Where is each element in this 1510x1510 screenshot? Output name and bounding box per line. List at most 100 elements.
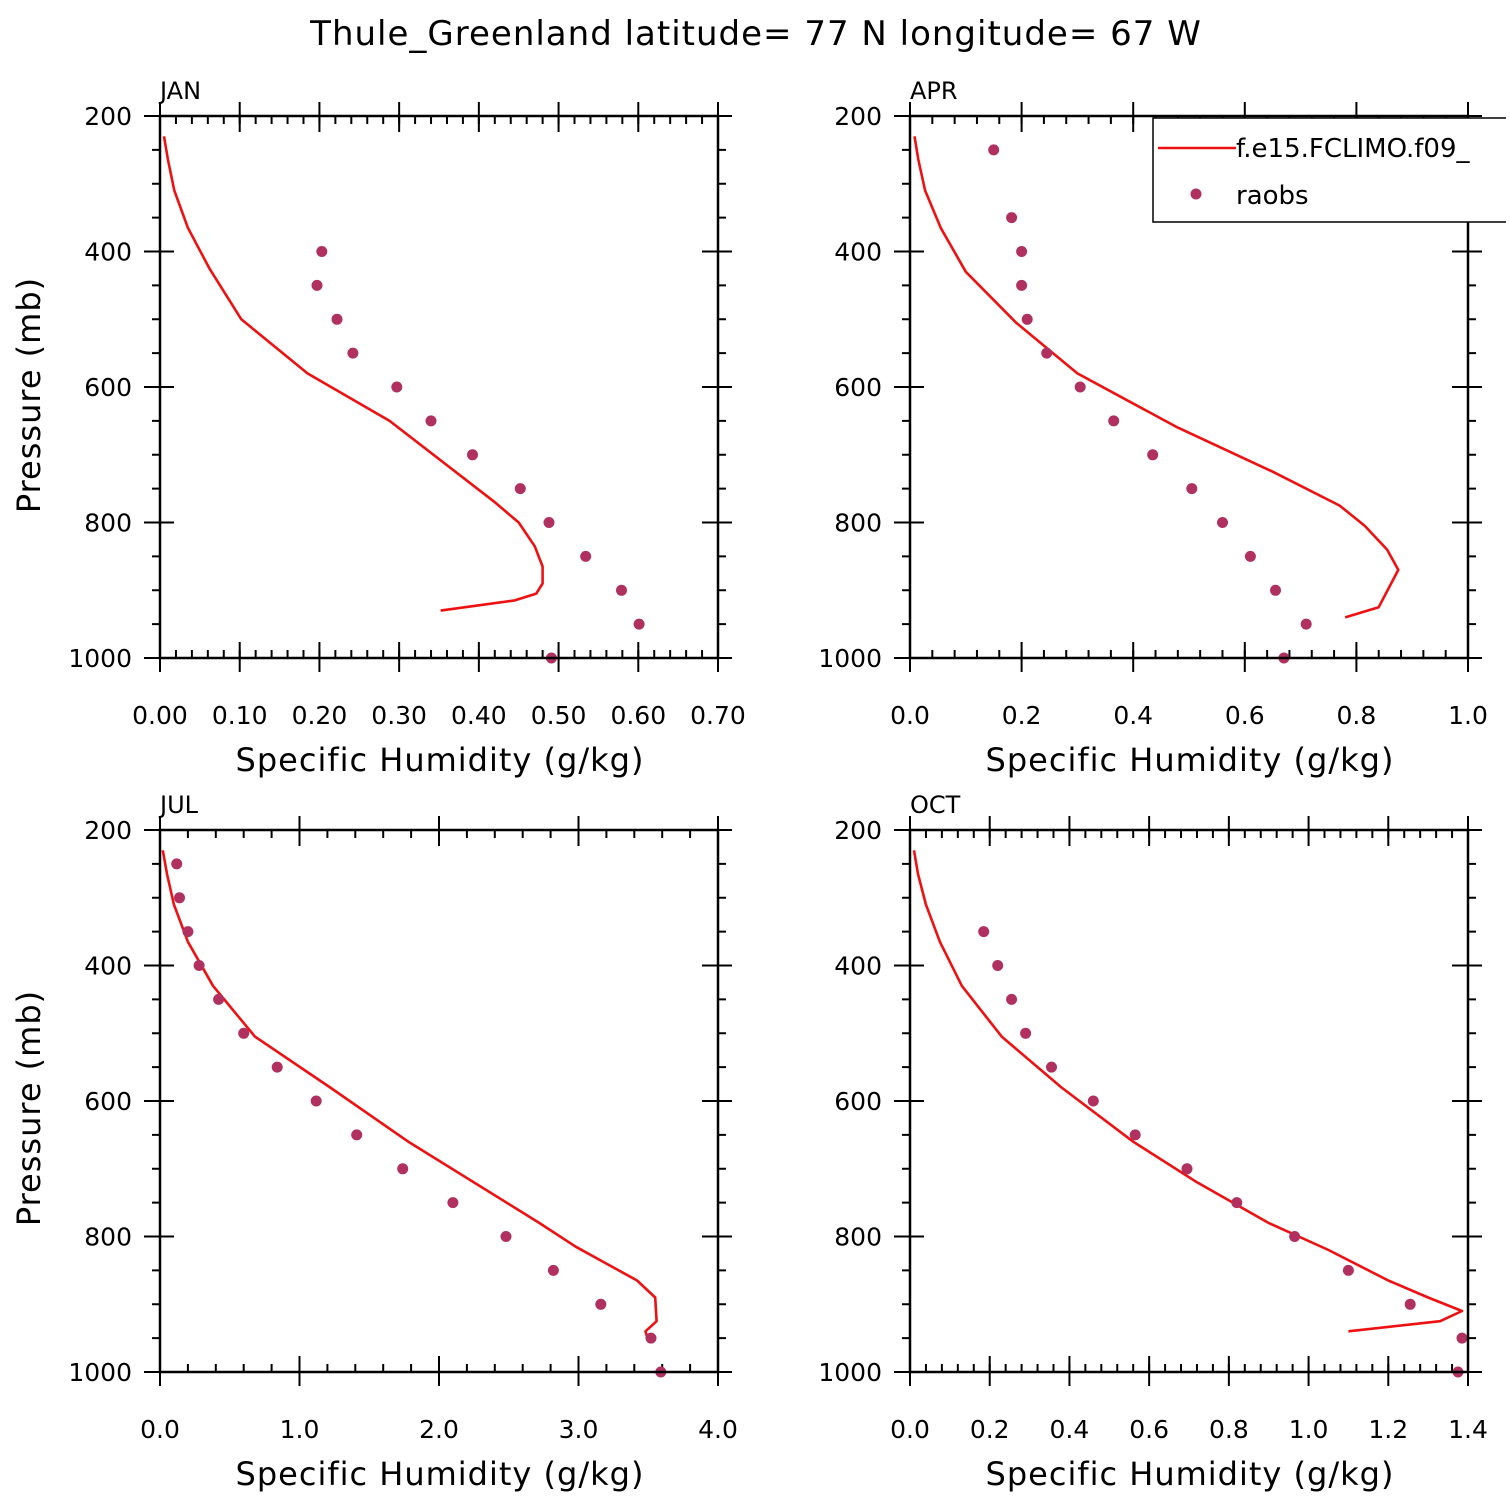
obs-point	[331, 313, 343, 325]
obs-point	[1244, 550, 1256, 562]
y-tick-label: 800	[834, 509, 882, 538]
x-axis-label: Specific Humidity (g/kg)	[236, 1455, 645, 1493]
obs-point	[310, 1095, 322, 1107]
model-lines	[912, 850, 1464, 1333]
panel-jan: JAN 0.00 0.10 0.20 0.30 0.40 0.50 0.60 0.70 200 4…	[10, 77, 746, 779]
obs-point	[543, 517, 555, 528]
obs-point	[1021, 313, 1033, 325]
x-tick-label: 0.0	[890, 701, 930, 730]
x-tick-label: 1.4	[1448, 1415, 1488, 1444]
y-tick-label: 1000	[68, 644, 132, 673]
obs-point	[1217, 517, 1228, 528]
y-tick-label: 400	[84, 952, 132, 981]
obs-point	[1342, 1264, 1354, 1276]
obs-point	[1231, 1197, 1243, 1209]
obs-point	[1020, 1027, 1032, 1039]
x-tick-label: 1.0	[1289, 1415, 1329, 1444]
obs-point	[1289, 1231, 1301, 1242]
y-tick-label: 600	[834, 373, 882, 402]
obs-point	[1129, 1129, 1141, 1141]
x-tick-label: 3.0	[559, 1415, 599, 1444]
panel-title: JUL	[158, 791, 199, 819]
y-tick-label: 400	[834, 952, 882, 981]
tick-labels: 0.00 0.10 0.20 0.30 0.40 0.50 0.60 0.70 200 400 60…	[68, 102, 745, 730]
obs-point	[316, 246, 328, 257]
x-axis-label: Specific Humidity (g/kg)	[986, 741, 1395, 779]
y-tick-label: 1000	[818, 644, 882, 673]
y-tick-label: 800	[84, 509, 132, 538]
legend: f.e15.FCLIMO.f09_ raobs	[1152, 117, 1506, 223]
x-tick-label: 0.10	[212, 701, 268, 730]
obs-point	[633, 618, 645, 630]
x-axis-label: Specific Humidity (g/kg)	[986, 1455, 1395, 1493]
x-tick-label: 0.0	[140, 1415, 180, 1444]
y-tick-label: 400	[84, 238, 132, 267]
x-tick-label: 0.2	[1002, 701, 1042, 730]
obs-point	[1456, 1332, 1468, 1344]
x-tick-label: 0.2	[970, 1415, 1010, 1444]
model-series-line	[162, 136, 544, 612]
model-series-line	[912, 850, 1464, 1333]
panel-title: OCT	[910, 791, 961, 819]
tick-marks	[144, 102, 732, 672]
obs-point	[238, 1027, 250, 1039]
x-tick-label: 1.0	[1448, 701, 1488, 730]
tick-marks	[894, 816, 1482, 1386]
x-tick-label: 0.8	[1209, 1415, 1249, 1444]
panel-title: JAN	[158, 77, 201, 105]
panel-apr: APR 0.0 0.2 0.4 0.6 0.8 1.0 200 400 600 800 1000 S…	[818, 77, 1488, 779]
obs-point	[213, 993, 225, 1005]
obs-point	[1270, 584, 1281, 596]
x-axis-label: Specific Humidity (g/kg)	[236, 741, 645, 779]
obs-point	[547, 1264, 559, 1276]
obs-points	[171, 858, 667, 1378]
model-series-line	[913, 136, 1400, 619]
obs-point	[1404, 1298, 1416, 1310]
x-tick-label: 1.2	[1368, 1415, 1408, 1444]
x-tick-label: 0.40	[451, 701, 507, 730]
obs-point	[425, 415, 437, 427]
obs-point	[1041, 347, 1053, 359]
tick-marks	[144, 816, 732, 1386]
x-tick-label: 0.50	[531, 701, 587, 730]
x-tick-label: 0.6	[1225, 701, 1265, 730]
y-tick-label: 200	[834, 102, 882, 131]
x-tick-label: 0.70	[690, 701, 746, 730]
x-tick-label: 0.8	[1337, 701, 1377, 730]
obs-point	[171, 858, 183, 870]
x-tick-label: 0.60	[610, 701, 666, 730]
legend-label-obs: raobs	[1236, 181, 1309, 211]
obs-point	[1006, 212, 1018, 224]
y-tick-label: 200	[84, 816, 132, 845]
obs-point	[1147, 449, 1159, 461]
y-tick-label: 800	[834, 1223, 882, 1252]
y-tick-label: 1000	[818, 1358, 882, 1387]
obs-point	[467, 449, 478, 461]
y-tick-label: 200	[834, 816, 882, 845]
obs-point	[174, 892, 185, 904]
obs-point	[992, 960, 1004, 971]
plot-frame	[908, 828, 1470, 1374]
obs-point	[193, 960, 205, 971]
y-tick-label: 200	[84, 102, 132, 131]
y-tick-label: 1000	[68, 1358, 132, 1387]
obs-point	[1300, 618, 1312, 630]
x-tick-label: 0.4	[1050, 1415, 1090, 1444]
model-series-line	[161, 850, 658, 1342]
obs-point	[271, 1061, 283, 1073]
obs-point	[182, 926, 194, 938]
legend-box	[1152, 117, 1506, 223]
obs-points	[988, 144, 1312, 664]
obs-point	[580, 550, 592, 562]
x-tick-label: 0.30	[371, 701, 427, 730]
y-tick-label: 600	[84, 1087, 132, 1116]
obs-point	[1186, 483, 1198, 495]
obs-point	[1016, 246, 1028, 257]
panel-title: APR	[910, 77, 958, 105]
y-tick-label: 400	[834, 238, 882, 267]
y-tick-label: 600	[84, 373, 132, 402]
obs-point	[645, 1332, 657, 1344]
x-tick-label: 1.0	[280, 1415, 320, 1444]
obs-point	[1108, 415, 1120, 427]
obs-point	[514, 483, 526, 495]
